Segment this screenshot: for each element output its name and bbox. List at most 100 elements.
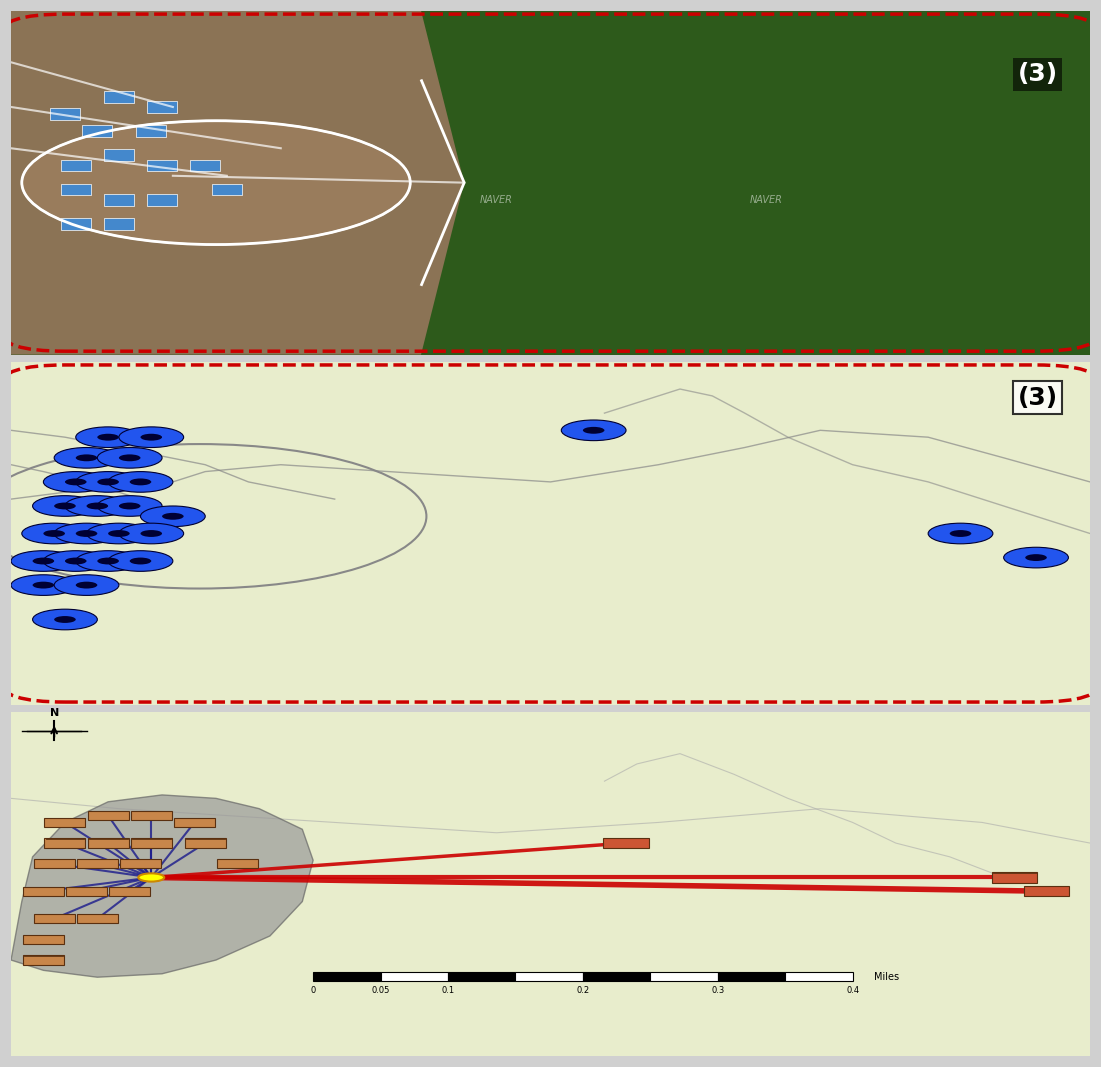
- Text: 0.2: 0.2: [576, 986, 589, 994]
- Circle shape: [119, 455, 141, 461]
- Circle shape: [65, 558, 87, 564]
- Circle shape: [119, 523, 184, 544]
- Circle shape: [76, 455, 97, 461]
- Circle shape: [33, 496, 97, 516]
- Circle shape: [65, 478, 87, 485]
- Circle shape: [108, 551, 173, 571]
- FancyBboxPatch shape: [44, 817, 86, 827]
- Circle shape: [950, 530, 971, 537]
- Circle shape: [76, 530, 97, 537]
- Circle shape: [87, 523, 151, 544]
- Text: 0.1: 0.1: [442, 986, 455, 994]
- FancyBboxPatch shape: [120, 859, 161, 869]
- Circle shape: [87, 503, 108, 509]
- Circle shape: [54, 503, 76, 509]
- Circle shape: [54, 523, 119, 544]
- FancyBboxPatch shape: [103, 194, 134, 206]
- FancyBboxPatch shape: [137, 125, 166, 137]
- Text: NAVER: NAVER: [750, 195, 783, 205]
- Circle shape: [33, 582, 54, 589]
- Text: (3): (3): [1017, 62, 1058, 86]
- FancyBboxPatch shape: [88, 839, 129, 848]
- FancyBboxPatch shape: [34, 914, 75, 923]
- FancyBboxPatch shape: [88, 811, 129, 821]
- FancyBboxPatch shape: [217, 859, 258, 869]
- Circle shape: [130, 558, 151, 564]
- Bar: [515, 972, 582, 981]
- Bar: [381, 972, 448, 981]
- Text: 0: 0: [310, 986, 316, 994]
- FancyBboxPatch shape: [61, 160, 91, 172]
- Circle shape: [76, 472, 141, 492]
- Polygon shape: [11, 795, 313, 977]
- FancyBboxPatch shape: [61, 218, 91, 229]
- Bar: [785, 972, 852, 981]
- FancyBboxPatch shape: [66, 887, 107, 896]
- Circle shape: [33, 558, 54, 564]
- Bar: [313, 972, 381, 981]
- FancyBboxPatch shape: [109, 887, 150, 896]
- FancyBboxPatch shape: [61, 184, 91, 195]
- FancyBboxPatch shape: [23, 955, 64, 965]
- Circle shape: [76, 427, 141, 447]
- FancyBboxPatch shape: [34, 859, 75, 869]
- FancyBboxPatch shape: [11, 362, 1090, 705]
- FancyBboxPatch shape: [211, 184, 242, 195]
- FancyBboxPatch shape: [174, 817, 215, 827]
- Text: 0.3: 0.3: [711, 986, 724, 994]
- Circle shape: [43, 530, 65, 537]
- Circle shape: [65, 496, 130, 516]
- FancyBboxPatch shape: [103, 218, 134, 229]
- FancyBboxPatch shape: [50, 108, 80, 120]
- Circle shape: [141, 506, 205, 527]
- Circle shape: [97, 558, 119, 564]
- Circle shape: [54, 616, 76, 623]
- Circle shape: [108, 530, 130, 537]
- Circle shape: [54, 575, 119, 595]
- Circle shape: [1025, 554, 1047, 561]
- FancyBboxPatch shape: [77, 914, 118, 923]
- Circle shape: [97, 478, 119, 485]
- FancyBboxPatch shape: [992, 873, 1037, 882]
- Bar: [582, 972, 651, 981]
- FancyBboxPatch shape: [603, 838, 648, 848]
- Circle shape: [582, 427, 604, 434]
- Circle shape: [1004, 547, 1068, 568]
- Circle shape: [22, 121, 411, 244]
- Circle shape: [97, 434, 119, 441]
- Circle shape: [22, 523, 87, 544]
- FancyBboxPatch shape: [23, 887, 64, 896]
- FancyBboxPatch shape: [146, 194, 177, 206]
- Circle shape: [33, 609, 97, 630]
- FancyBboxPatch shape: [185, 839, 226, 848]
- FancyBboxPatch shape: [146, 160, 177, 172]
- Circle shape: [54, 447, 119, 468]
- FancyBboxPatch shape: [103, 149, 134, 161]
- FancyBboxPatch shape: [190, 160, 220, 172]
- Bar: [651, 972, 718, 981]
- Polygon shape: [11, 11, 465, 354]
- Text: 0.4: 0.4: [846, 986, 859, 994]
- Circle shape: [139, 873, 164, 881]
- Circle shape: [97, 496, 162, 516]
- FancyBboxPatch shape: [11, 713, 1090, 1056]
- FancyBboxPatch shape: [131, 811, 172, 821]
- Text: (3): (3): [1017, 385, 1058, 410]
- Circle shape: [562, 420, 626, 441]
- Circle shape: [119, 427, 184, 447]
- Bar: [718, 972, 785, 981]
- Circle shape: [97, 447, 162, 468]
- FancyBboxPatch shape: [103, 91, 134, 102]
- Circle shape: [130, 478, 151, 485]
- Circle shape: [43, 472, 108, 492]
- FancyBboxPatch shape: [44, 839, 86, 848]
- Circle shape: [43, 551, 108, 571]
- Circle shape: [108, 472, 173, 492]
- FancyBboxPatch shape: [146, 101, 177, 113]
- FancyBboxPatch shape: [23, 935, 64, 944]
- Text: Miles: Miles: [874, 972, 900, 982]
- Text: N: N: [50, 707, 58, 717]
- Circle shape: [76, 582, 97, 589]
- Circle shape: [11, 575, 76, 595]
- Circle shape: [162, 513, 184, 520]
